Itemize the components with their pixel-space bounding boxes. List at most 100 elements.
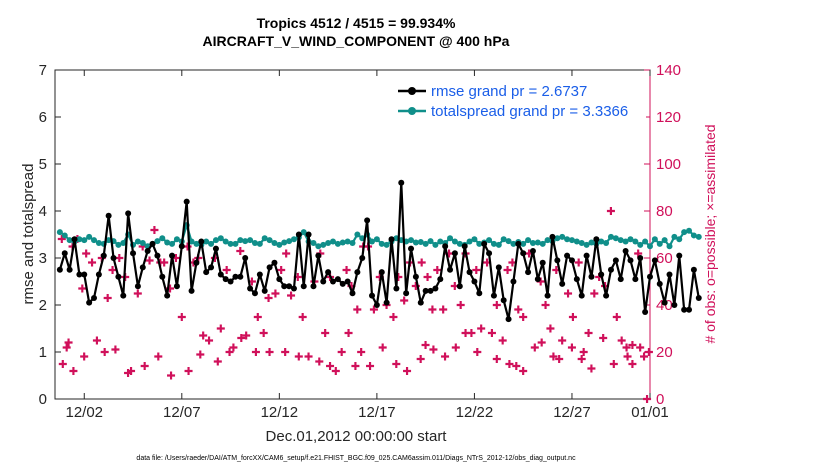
totalspread-point — [61, 232, 68, 239]
rmse-point — [164, 292, 171, 299]
x-axis-label: Dec.01,2012 00:00:00 start — [266, 428, 448, 445]
obs-assimilated-point: ✚ — [584, 327, 593, 340]
totalspread-point — [612, 235, 619, 242]
obs-assimilated-point: ✚ — [389, 311, 398, 324]
totalspread-point — [686, 227, 693, 234]
legend-rmse-text: rmse grand pr = 2.6737 — [431, 83, 587, 100]
totalspread-point — [695, 233, 702, 240]
rmse-point — [198, 238, 205, 245]
rmse-point — [91, 294, 98, 301]
rmse-point — [159, 273, 166, 280]
obs-assimilated-point: ✚ — [472, 264, 481, 277]
obs-assimilated-point: ✚ — [617, 334, 626, 347]
obs-assimilated-point: ✚ — [378, 341, 387, 354]
rmse-point — [481, 240, 488, 247]
totalspread-point — [222, 238, 229, 245]
rmse-point — [515, 240, 522, 247]
totalspread-point — [642, 238, 649, 245]
rmse-point — [281, 283, 288, 290]
obs-assimilated-point: ✚ — [590, 287, 599, 300]
obs-assimilated-point: ✚ — [57, 233, 66, 246]
totalspread-point — [290, 236, 297, 243]
totalspread-point — [81, 237, 88, 244]
rmse-point — [549, 233, 556, 240]
obs-assimilated-point: ✚ — [519, 365, 528, 378]
rmse-point — [130, 250, 137, 257]
rmse-point — [295, 231, 302, 238]
y-right-tick-label: 80 — [656, 203, 673, 220]
obs-assimilated-point: ✚ — [242, 330, 251, 343]
totalspread-point — [573, 238, 580, 245]
totalspread-point — [466, 238, 473, 245]
obs-assimilated-point: ✚ — [281, 346, 290, 359]
totalspread-point — [681, 229, 688, 236]
rmse-point — [125, 210, 132, 217]
rmse-point — [539, 259, 546, 266]
totalspread-point — [627, 236, 634, 243]
totalspread-point — [661, 237, 668, 244]
totalspread-point — [237, 237, 244, 244]
obs-assimilated-point: ✚ — [505, 358, 514, 371]
rmse-point — [568, 257, 575, 264]
rmse-point — [139, 264, 146, 271]
x-tick-label: 12/02 — [65, 404, 103, 421]
obs-assimilated-point: ✚ — [199, 330, 208, 343]
rmse-point — [212, 245, 219, 252]
rmse-point — [583, 252, 590, 259]
totalspread-point — [76, 236, 83, 243]
obs-assimilated-point: ✚ — [213, 355, 222, 368]
rmse-point — [271, 259, 278, 266]
obs-assimilated-point: ✚ — [115, 252, 124, 265]
rmse-point — [310, 283, 317, 290]
obs-assimilated-point: ✚ — [210, 252, 219, 265]
obs-assimilated-point: ✚ — [154, 351, 163, 364]
obs-assimilated-point: ✚ — [264, 292, 273, 305]
rmse-point — [193, 259, 200, 266]
obs-assimilated-point: ✚ — [216, 323, 225, 336]
totalspread-point — [383, 241, 390, 248]
obs-assimilated-point: ✚ — [429, 344, 438, 357]
rmse-point — [612, 257, 619, 264]
totalspread-point — [320, 241, 327, 248]
obs-assimilated-point: ✚ — [512, 360, 521, 373]
x-tick-label: 12/07 — [163, 404, 201, 421]
rmse-point — [656, 280, 663, 287]
obs-assimilated-point: ✚ — [321, 327, 330, 340]
totalspread-point — [95, 239, 102, 246]
obs-assimilated-point: ✚ — [606, 205, 615, 218]
rmse-point — [305, 231, 312, 238]
rmse-point — [573, 276, 580, 283]
obs-assimilated-point: ✚ — [595, 271, 604, 284]
obs-assimilated-point: ✚ — [477, 323, 486, 336]
totalspread-point — [408, 237, 415, 244]
rmse-point — [686, 306, 693, 313]
x-tick-label: 12/17 — [358, 404, 396, 421]
obs-assimilated-point: ✚ — [536, 276, 545, 289]
obs-assimilated-point: ✚ — [156, 257, 165, 270]
obs-assimilated-point: ✚ — [58, 358, 67, 371]
y-left-tick-label: 3 — [39, 250, 47, 267]
rmse-point — [325, 269, 332, 276]
y-right-tick-label: 100 — [656, 156, 681, 173]
totalspread-point — [91, 237, 98, 244]
rmse-point — [110, 255, 117, 261]
totalspread-point — [369, 238, 376, 245]
obs-assimilated-point: ✚ — [450, 280, 459, 293]
y-axis-right-label: # of obs: o=possible; ×=assimilated — [702, 124, 718, 343]
rmse-point — [256, 271, 263, 278]
obs-assimilated-point: ✚ — [514, 304, 523, 317]
totalspread-point — [276, 241, 283, 248]
totalspread-point — [500, 236, 507, 243]
rmse-point — [222, 276, 229, 283]
obs-assimilated-point: ✚ — [247, 276, 256, 289]
rmse-point — [261, 287, 268, 294]
rmse-point — [320, 278, 327, 285]
obs-assimilated-point: ✚ — [351, 360, 360, 373]
totalspread-point — [169, 240, 176, 247]
totalspread-point — [437, 238, 444, 245]
obs-assimilated-point: ✚ — [160, 257, 169, 270]
totalspread-point — [671, 233, 678, 240]
obs-assimilated-point: ✚ — [294, 351, 303, 364]
rmse-point — [95, 271, 102, 278]
